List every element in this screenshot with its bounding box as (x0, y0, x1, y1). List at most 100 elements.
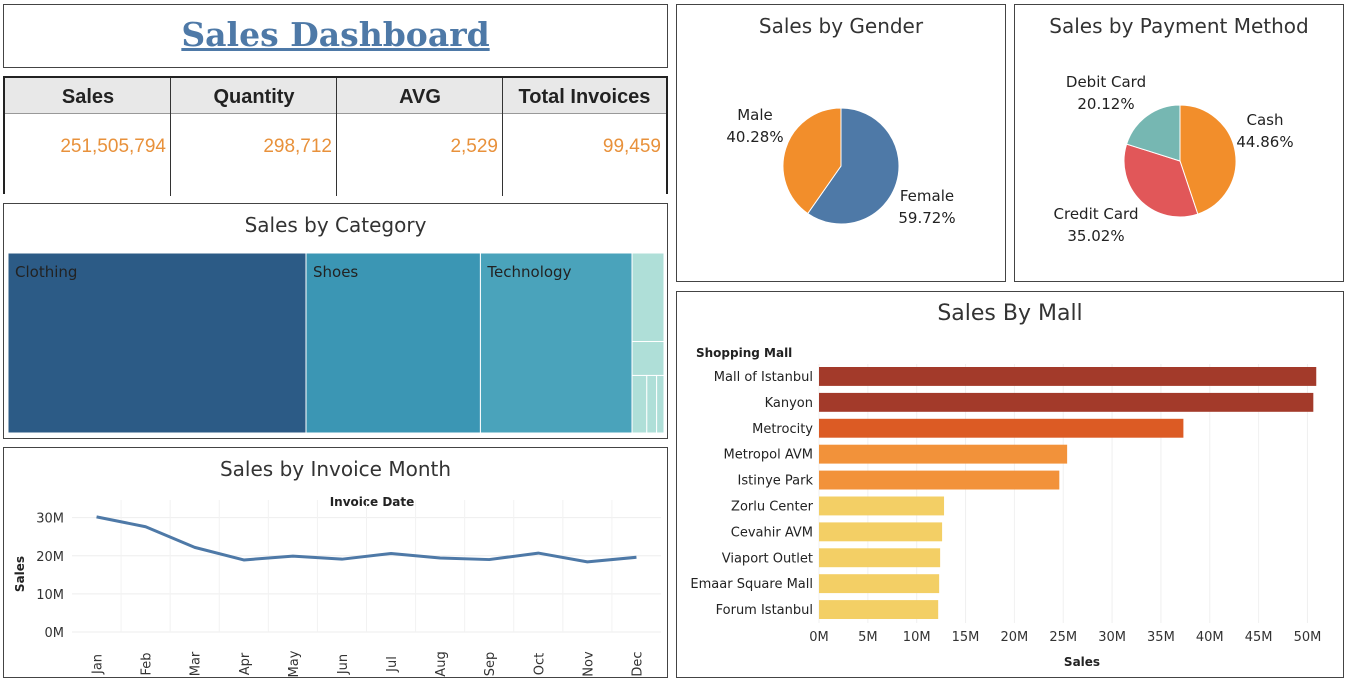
month-y-axis-title: Sales (13, 556, 27, 592)
payment-panel: Sales by Payment Method Cash 44.86% Credit… (1014, 4, 1344, 282)
x-tick-label: Jul (385, 656, 400, 673)
treemap-cell (646, 374, 658, 434)
x-tick-label: Oct (532, 653, 547, 675)
pie-value-label: 40.28% (726, 128, 783, 146)
mall-category-label: Kanyon (765, 396, 813, 411)
kpi-header-avg: AVG (337, 78, 503, 114)
treemap-cell (631, 252, 665, 343)
mall-category-label: Metrocity (752, 422, 813, 437)
payment-pie-chart: Cash 44.86% Credit Card 35.02% Debit Card 20.… (1054, 73, 1294, 245)
treemap-label: Technology (486, 263, 571, 281)
kpi-table: Sales Quantity AVG Total Invoices 251,50… (3, 76, 668, 196)
kpi-value-quantity: 298,712 (263, 136, 332, 157)
pie-value-label: 35.02% (1067, 227, 1124, 245)
pie-label: Male (737, 106, 773, 124)
y-tick-label: 10M (36, 588, 64, 603)
mall-category-label: Istinye Park (738, 474, 814, 489)
treemap-cell (631, 341, 665, 376)
x-tick-label: 30M (1098, 630, 1126, 645)
treemap-label: Clothing (15, 263, 77, 281)
treemap-label: Shoes (313, 263, 358, 281)
pie-value-label: 20.12% (1077, 95, 1134, 113)
mall-bar (819, 496, 945, 516)
mall-bar-chart: 0M 5M 10M 15M 20M 25M 30M 35M 40M 45M 50M Shopping … (690, 346, 1322, 669)
mall-x-axis-title: Sales (1064, 655, 1100, 669)
kpi-header-quantity: Quantity (171, 78, 337, 114)
month-panel: Sales by Invoice Month Invoice Date Sales… (3, 447, 668, 678)
treemap-cell (656, 374, 665, 434)
pie-label: Cash (1247, 111, 1284, 129)
mall-y-axis-title: Shopping Mall (696, 346, 792, 360)
pie-label: Credit Card (1054, 205, 1139, 223)
mall-bar (819, 522, 943, 542)
y-tick-label: 0M (45, 626, 65, 641)
x-tick-label: 15M (952, 630, 980, 645)
x-tick-label: Feb (140, 652, 155, 675)
mall-bar (819, 574, 940, 594)
mall-bar (819, 444, 1068, 464)
pie-label: Female (900, 187, 954, 205)
kpi-value-avg: 2,529 (450, 136, 498, 157)
mall-category-label: Viaport Outlet (722, 551, 813, 566)
treemap-cell (479, 252, 633, 434)
x-tick-label: Sep (483, 652, 498, 677)
kpi-header-total-invoices: Total Invoices (503, 78, 666, 114)
mall-category-label: Metropol AVM (724, 448, 813, 463)
x-tick-label: 35M (1147, 630, 1175, 645)
pie-label: Debit Card (1066, 73, 1146, 91)
mall-category-label: Mall of Istanbul (714, 370, 813, 385)
x-tick-label: 25M (1049, 630, 1077, 645)
category-panel: Sales by Category Clothing Shoes Technolog… (3, 203, 668, 439)
gender-title: Sales by Gender (758, 14, 924, 38)
x-tick-label: 0M (809, 630, 829, 645)
kpi-divider (502, 78, 503, 196)
category-title: Sales by Category (244, 213, 427, 237)
month-line-chart: Invoice Date Sales 0M 10M 20M 30M Jan Feb Mar Apr… (13, 495, 661, 677)
dashboard-title: Sales Dashboard (181, 15, 490, 54)
pie-slice (1179, 104, 1237, 215)
mall-title: Sales By Mall (937, 301, 1083, 326)
mall-bar (819, 392, 1314, 412)
x-tick-label: Apr (238, 652, 253, 675)
x-tick-label: May (287, 650, 302, 677)
category-treemap: Clothing Shoes Technology (7, 252, 665, 434)
payment-title: Sales by Payment Method (1049, 14, 1309, 38)
y-tick-label: 20M (36, 550, 64, 565)
treemap-cell (305, 252, 481, 434)
y-tick-label: 30M (36, 512, 64, 527)
x-tick-label: 50M (1294, 630, 1322, 645)
pie-value-label: 44.86% (1236, 133, 1293, 151)
mall-panel: Sales By Mall 0M 5M 10M 15M 20M 25M 30M 35M 40M 4… (676, 291, 1344, 678)
x-tick-label: 10M (903, 630, 931, 645)
sales-line-series (96, 515, 637, 564)
x-tick-label: Jun (336, 654, 351, 675)
mall-category-label: Cevahir AVM (731, 525, 813, 540)
kpi-value-sales: 251,505,794 (60, 136, 166, 157)
mall-bar (819, 367, 1317, 386)
mall-category-label: Forum Istanbul (716, 603, 813, 618)
x-tick-label: Aug (434, 651, 449, 676)
mall-bar (819, 600, 939, 619)
mall-bar (819, 548, 941, 568)
title-panel: Sales Dashboard (3, 4, 668, 68)
x-tick-label: 40M (1196, 630, 1224, 645)
x-tick-label: 20M (1001, 630, 1029, 645)
kpi-divider (336, 78, 337, 196)
mall-category-label: Emaar Square Mall (690, 577, 813, 592)
gender-panel: Sales by Gender Female 59.72% Male 40.28% (676, 4, 1006, 282)
month-title: Sales by Invoice Month (219, 457, 452, 481)
x-tick-label: Dec (630, 651, 645, 676)
treemap-cell (7, 252, 307, 434)
gender-pie-chart: Female 59.72% Male 40.28% (726, 106, 955, 227)
x-tick-label: Mar (189, 651, 204, 676)
month-x-axis-title: Invoice Date (330, 495, 415, 509)
pie-slice (1125, 104, 1181, 162)
kpi-divider (170, 78, 171, 196)
treemap-cell (631, 374, 648, 434)
pie-value-label: 59.72% (898, 209, 955, 227)
pie-slice (1123, 143, 1199, 218)
mall-bar (819, 418, 1184, 438)
kpi-header-sales: Sales (5, 78, 171, 114)
x-tick-label: 45M (1245, 630, 1273, 645)
pie-slice (782, 107, 842, 215)
